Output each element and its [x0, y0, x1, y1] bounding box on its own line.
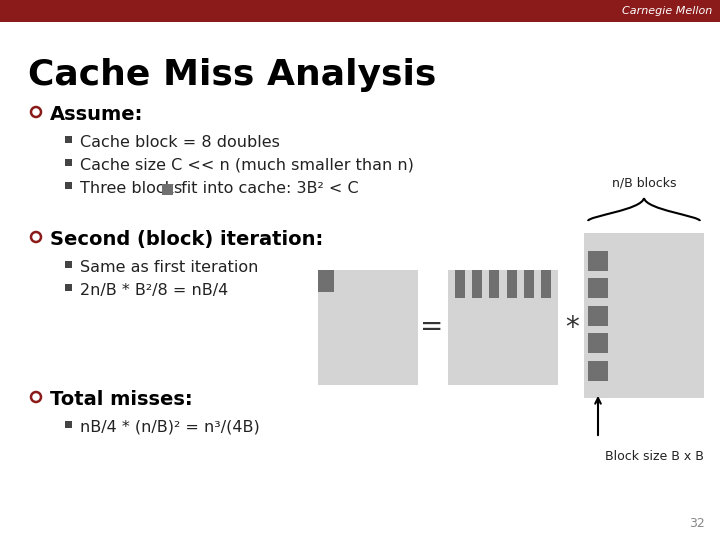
- Bar: [318, 270, 418, 385]
- Text: fit into cache: 3B² < C: fit into cache: 3B² < C: [176, 181, 359, 196]
- Bar: [65, 136, 71, 143]
- Bar: [588, 333, 608, 353]
- Bar: [490, 270, 500, 298]
- Text: Block size B x B: Block size B x B: [605, 450, 703, 463]
- Bar: [541, 270, 551, 298]
- Bar: [523, 270, 534, 298]
- Bar: [588, 306, 608, 326]
- Bar: [584, 233, 704, 398]
- Text: n/B blocks: n/B blocks: [612, 177, 676, 190]
- Bar: [65, 159, 71, 165]
- Text: Three blocks: Three blocks: [80, 181, 182, 196]
- Bar: [0, 0, 720, 22]
- Bar: [65, 181, 71, 188]
- Bar: [162, 184, 173, 195]
- Bar: [65, 284, 71, 291]
- Text: Same as first iteration: Same as first iteration: [80, 260, 258, 275]
- Bar: [588, 251, 608, 271]
- Text: Cache size C << n (much smaller than n): Cache size C << n (much smaller than n): [80, 158, 414, 173]
- Text: =: =: [420, 314, 444, 341]
- Text: nB/4 * (n/B)² = n³/(4B): nB/4 * (n/B)² = n³/(4B): [80, 420, 260, 435]
- Bar: [588, 361, 608, 381]
- Bar: [455, 270, 465, 298]
- Bar: [507, 270, 516, 298]
- Bar: [472, 270, 482, 298]
- Text: Cache Miss Analysis: Cache Miss Analysis: [28, 58, 436, 92]
- Text: *: *: [565, 314, 579, 341]
- Text: Cache block = 8 doubles: Cache block = 8 doubles: [80, 135, 280, 150]
- Text: Second (block) iteration:: Second (block) iteration:: [50, 230, 323, 249]
- Bar: [318, 270, 334, 292]
- Bar: [65, 260, 71, 267]
- Text: 2n/B * B²/8 = nB/4: 2n/B * B²/8 = nB/4: [80, 283, 228, 298]
- Text: 32: 32: [689, 517, 705, 530]
- Bar: [448, 270, 558, 385]
- Text: Carnegie Mellon: Carnegie Mellon: [622, 6, 712, 16]
- Bar: [65, 421, 71, 428]
- Text: Assume:: Assume:: [50, 105, 143, 124]
- Text: Total misses:: Total misses:: [50, 390, 193, 409]
- Bar: [588, 278, 608, 298]
